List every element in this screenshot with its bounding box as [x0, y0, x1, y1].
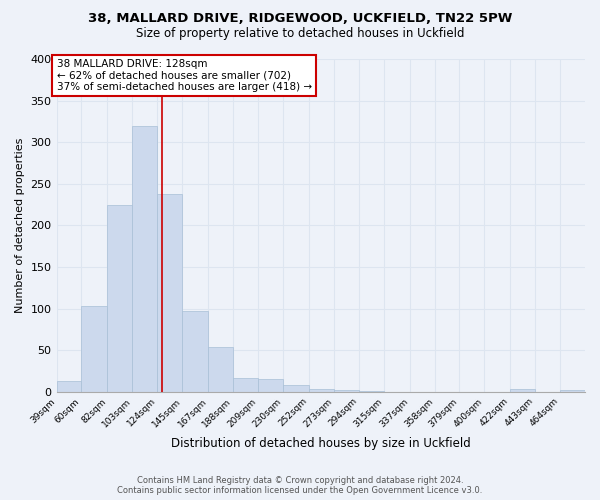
Text: 38 MALLARD DRIVE: 128sqm
← 62% of detached houses are smaller (702)
37% of semi-: 38 MALLARD DRIVE: 128sqm ← 62% of detach…: [56, 59, 311, 92]
Bar: [107, 204, 133, 392]
Bar: [334, 390, 359, 392]
Bar: [511, 389, 535, 392]
Bar: [258, 379, 283, 392]
Text: Size of property relative to detached houses in Uckfield: Size of property relative to detached ho…: [136, 28, 464, 40]
Text: Contains HM Land Registry data © Crown copyright and database right 2024.
Contai: Contains HM Land Registry data © Crown c…: [118, 476, 482, 495]
Bar: [82, 306, 107, 392]
Y-axis label: Number of detached properties: Number of detached properties: [15, 138, 25, 313]
Bar: [56, 381, 82, 392]
Bar: [133, 126, 157, 392]
Bar: [309, 389, 334, 392]
Bar: [359, 391, 383, 392]
Text: 38, MALLARD DRIVE, RIDGEWOOD, UCKFIELD, TN22 5PW: 38, MALLARD DRIVE, RIDGEWOOD, UCKFIELD, …: [88, 12, 512, 26]
Bar: [182, 311, 208, 392]
Bar: [283, 385, 309, 392]
X-axis label: Distribution of detached houses by size in Uckfield: Distribution of detached houses by size …: [171, 437, 470, 450]
Bar: [233, 378, 258, 392]
Bar: [157, 194, 182, 392]
Bar: [560, 390, 585, 392]
Bar: [208, 347, 233, 392]
